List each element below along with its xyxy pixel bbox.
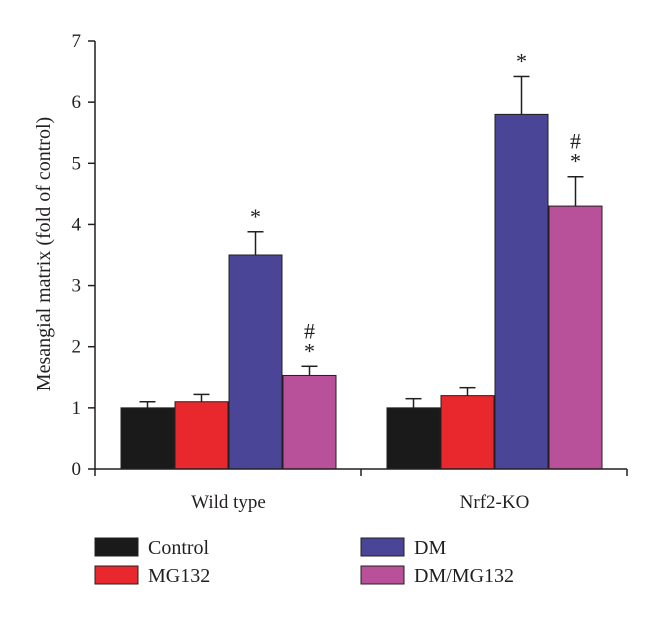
y-tick-label: 3 [72, 276, 82, 297]
x-tick-label: Wild type [191, 492, 266, 513]
bar [228, 254, 283, 470]
significance-marker: # [304, 318, 315, 343]
legend-swatch [94, 537, 139, 557]
significance-marker: * [516, 48, 527, 73]
significance-marker: * [250, 204, 261, 229]
bar [386, 407, 441, 470]
y-tick-label: 0 [72, 459, 82, 480]
y-tick-label: 7 [72, 31, 82, 52]
bar [440, 395, 495, 470]
y-tick-label: 1 [72, 398, 82, 419]
legend-swatch [94, 565, 139, 585]
legend-label: MG132 [148, 565, 210, 587]
significance-marker: * [570, 149, 581, 174]
legend-swatch [360, 565, 405, 585]
y-axis-title: Mesangial matrix (fold of control) [33, 117, 55, 391]
bar [282, 374, 337, 470]
legend-swatch [360, 537, 405, 557]
significance-marker: * [304, 338, 315, 363]
bar [174, 401, 229, 470]
bar [120, 407, 175, 470]
significance-marker: # [570, 129, 581, 154]
bar [548, 205, 603, 470]
bar [494, 113, 549, 470]
legend-label: Control [148, 537, 210, 559]
legend-label: DM/MG132 [414, 565, 514, 587]
y-tick-label: 4 [72, 214, 82, 235]
legend: Control MG132 DM DM/MG132 [94, 537, 514, 587]
y-tick-label: 2 [72, 337, 82, 358]
x-tick-label: Nrf2-KO [460, 492, 530, 513]
y-tick-label: 5 [72, 153, 82, 174]
legend-label: DM [414, 537, 446, 559]
y-tick-label: 6 [72, 92, 82, 113]
